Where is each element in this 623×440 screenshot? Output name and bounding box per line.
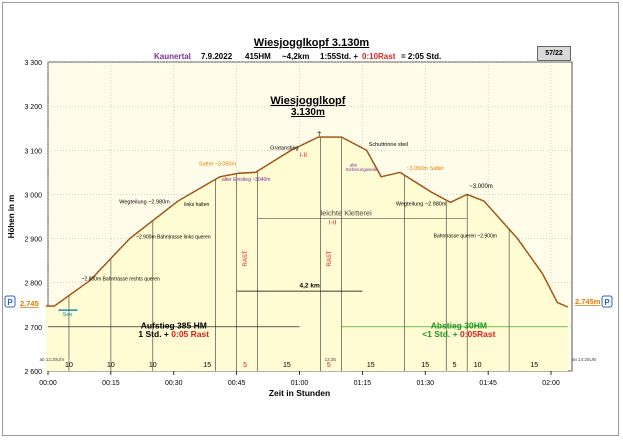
summary-time-part: 1 Std. + bbox=[138, 329, 171, 339]
annotation-label: Bahntrasse queren ~2.900m bbox=[434, 234, 497, 240]
annotation-label: an 14:25Uhr bbox=[572, 357, 597, 362]
summary-title: Abstieg 30HM bbox=[431, 321, 487, 331]
start-elevation-label: 2.745 bbox=[20, 299, 39, 308]
y-tick-label: 3 200 bbox=[24, 104, 42, 111]
header-region: Kaunertal bbox=[154, 52, 191, 61]
annotation-label: alte bbox=[350, 163, 358, 168]
segment-minutes: 5 bbox=[243, 362, 247, 369]
annotation-label: Wegteilung ~2.980m bbox=[119, 199, 170, 205]
y-tick-label: 2 700 bbox=[24, 325, 42, 332]
annotation-label: Gratanstieg bbox=[270, 145, 298, 151]
summary-time-part: <1 Std. + bbox=[422, 329, 460, 339]
y-tick-label: 3 000 bbox=[24, 192, 42, 199]
y-tick-label: 3 100 bbox=[24, 148, 42, 155]
profile-dots bbox=[45, 136, 569, 308]
y-tick-label: 2 900 bbox=[24, 237, 42, 244]
annotation-label: Schuttrinne steil bbox=[369, 142, 408, 148]
parking-badge-right bbox=[601, 295, 613, 308]
annotation-label: alter Einstieg ~3040m bbox=[222, 177, 271, 183]
header-title: Wiesjogglkopf 3.130m bbox=[253, 37, 370, 49]
annotation-label: Sicherungsseile bbox=[346, 167, 378, 172]
annotation-label: RAST bbox=[243, 250, 249, 266]
segment-minutes: 15 bbox=[530, 362, 538, 369]
chart-title: Wiesjogglkopf bbox=[270, 95, 345, 107]
annotation-label: See bbox=[63, 312, 73, 318]
y-tick-label: 3 300 bbox=[24, 60, 42, 67]
x-tick-label: 02:00 bbox=[542, 380, 560, 387]
x-tick-label: 01:15 bbox=[354, 380, 372, 387]
segment-minutes: 10 bbox=[474, 362, 482, 369]
segment-minutes: 5 bbox=[327, 362, 331, 369]
parking-badge-left-letter: P bbox=[7, 298, 13, 307]
segment-minutes: 15 bbox=[367, 362, 375, 369]
x-axis-title: Zeit in Stunden bbox=[269, 388, 330, 398]
y-tick-label: 2 600 bbox=[24, 369, 42, 376]
y-tick-label: 2 800 bbox=[24, 281, 42, 288]
annotation-label: RAST bbox=[327, 250, 333, 266]
segment-minutes: 10 bbox=[149, 362, 157, 369]
summit-cross: ✝ bbox=[316, 130, 322, 138]
annotation-label: Sattel ~3.050m bbox=[199, 162, 237, 168]
parking-badge-left bbox=[4, 295, 16, 308]
annotation-label: ~2.900m Bahntrasse links queren bbox=[136, 235, 211, 241]
summary-rest: 0:05Rast bbox=[460, 329, 496, 339]
segment-minutes: 15 bbox=[283, 362, 291, 369]
summary-title: Aufstieg 385 HM bbox=[141, 321, 207, 331]
x-tick-label: 00:45 bbox=[228, 380, 246, 387]
outer-border bbox=[2, 2, 619, 436]
annotation-label: I-II bbox=[300, 152, 308, 159]
x-tick-label: 00:00 bbox=[39, 380, 57, 387]
annotation-label: I-II bbox=[329, 219, 337, 226]
header-elevation-gain: 415HM bbox=[245, 52, 271, 61]
annotation-label: ~2.800m Bahntrasse rechts queren bbox=[82, 277, 160, 283]
summary-time: 1 Std. + 0:05 Rast bbox=[138, 329, 209, 339]
x-tick-label: 01:30 bbox=[417, 380, 435, 387]
annotation-label: Wegteilung ~2.980m bbox=[396, 201, 447, 207]
y-axis-title: Höhen in m bbox=[7, 195, 16, 239]
header-time-rest: 0:10Rast bbox=[362, 52, 396, 61]
annotation-label: 4,2 km bbox=[300, 283, 320, 290]
chart-subtitle: 3.130m bbox=[291, 107, 325, 118]
header-date: 7.9.2022 bbox=[201, 52, 233, 61]
page-badge: 57/22 bbox=[537, 46, 571, 61]
segment-minutes: 10 bbox=[65, 362, 73, 369]
annotation-label: ~3.000m bbox=[469, 184, 493, 190]
parking-badge-right-letter: P bbox=[604, 298, 610, 307]
annotation-label: ~3.050m Sattel bbox=[406, 166, 443, 172]
header-time-total: = 2:05 Std. bbox=[401, 52, 442, 61]
segment-minutes: 10 bbox=[107, 362, 115, 369]
annotation-label: leichte Kletterei bbox=[320, 209, 372, 218]
end-elevation-label: 2.745m bbox=[575, 297, 601, 306]
annotation-label: ab 12:20Uhr bbox=[40, 357, 65, 362]
segment-minutes: 15 bbox=[203, 362, 211, 369]
segment-minutes: 15 bbox=[421, 362, 429, 369]
header-distance: ~4,2km bbox=[282, 52, 310, 61]
x-tick-label: 00:15 bbox=[102, 380, 120, 387]
segment-minutes: 5 bbox=[453, 362, 457, 369]
summary-time: <1 Std. + 0:05Rast bbox=[422, 329, 495, 339]
summary-rest: 0:05 Rast bbox=[171, 329, 209, 339]
x-tick-label: 00:30 bbox=[165, 380, 183, 387]
annotation-label: 13:26 bbox=[325, 357, 337, 362]
header-time-part1: 1:55Std. + bbox=[320, 52, 359, 61]
x-tick-label: 01:00 bbox=[291, 380, 309, 387]
annotation-label: links halten bbox=[184, 202, 209, 208]
x-tick-label: 01:45 bbox=[479, 380, 497, 387]
